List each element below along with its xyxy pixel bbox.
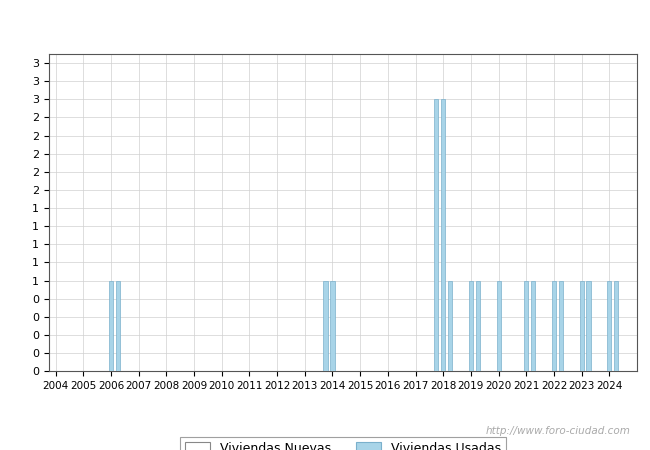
Bar — [580, 281, 584, 371]
Bar — [469, 281, 473, 371]
Bar — [559, 281, 563, 371]
Bar — [552, 281, 556, 371]
Bar — [531, 281, 535, 371]
Bar — [109, 281, 113, 371]
Text: Castildelgado - Evolucion del Nº de Transacciones Inmobiliarias: Castildelgado - Evolucion del Nº de Tran… — [93, 16, 557, 31]
Bar — [476, 281, 480, 371]
Bar — [448, 281, 452, 371]
Bar — [524, 281, 528, 371]
Bar — [441, 99, 445, 371]
Legend: Viviendas Nuevas, Viviendas Usadas: Viviendas Nuevas, Viviendas Usadas — [180, 436, 506, 450]
Bar — [586, 281, 591, 371]
Bar — [434, 99, 438, 371]
Text: http://www.foro-ciudad.com: http://www.foro-ciudad.com — [486, 427, 630, 436]
Bar — [324, 281, 328, 371]
Bar — [330, 281, 335, 371]
Bar — [497, 281, 500, 371]
Bar — [614, 281, 618, 371]
Bar — [116, 281, 120, 371]
Bar — [607, 281, 612, 371]
